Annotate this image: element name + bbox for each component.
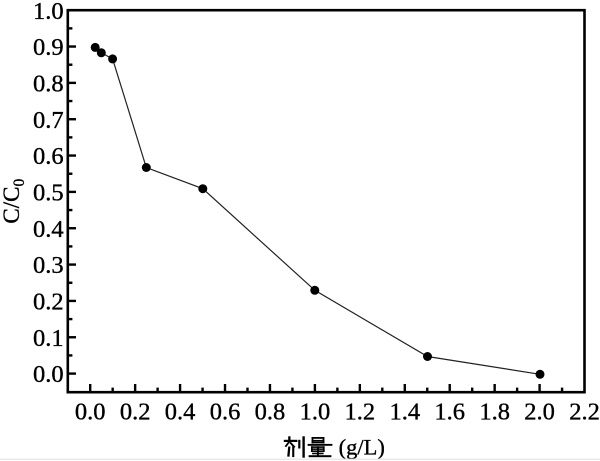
svg-text:0.2: 0.2 bbox=[33, 289, 64, 316]
svg-text:2.0: 2.0 bbox=[524, 399, 555, 426]
svg-text:2.2: 2.2 bbox=[569, 399, 600, 426]
svg-text:0.3: 0.3 bbox=[33, 252, 64, 279]
svg-text:0.4: 0.4 bbox=[165, 399, 196, 426]
svg-text:1.4: 1.4 bbox=[389, 399, 420, 426]
svg-text:0.9: 0.9 bbox=[33, 34, 64, 61]
svg-text:0.6: 0.6 bbox=[210, 399, 241, 426]
svg-text:0.6: 0.6 bbox=[33, 143, 64, 170]
svg-text:0.5: 0.5 bbox=[33, 180, 64, 207]
svg-text:1.0: 1.0 bbox=[300, 399, 331, 426]
svg-text:0.8: 0.8 bbox=[33, 70, 64, 97]
svg-text:0.4: 0.4 bbox=[33, 216, 64, 243]
svg-text:0.1: 0.1 bbox=[33, 325, 64, 352]
svg-text:0.7: 0.7 bbox=[33, 107, 64, 134]
svg-text:(g/L): (g/L) bbox=[339, 434, 385, 459]
svg-text:1.2: 1.2 bbox=[345, 399, 376, 426]
svg-text:C/C0: C/C0 bbox=[0, 179, 28, 224]
svg-text:1.0: 1.0 bbox=[33, 0, 64, 25]
svg-text:1.6: 1.6 bbox=[434, 399, 465, 426]
svg-text:0.8: 0.8 bbox=[255, 399, 286, 426]
svg-text:0.0: 0.0 bbox=[75, 399, 106, 426]
svg-text:0.2: 0.2 bbox=[120, 399, 151, 426]
svg-text:1.8: 1.8 bbox=[479, 399, 510, 426]
svg-text:0.0: 0.0 bbox=[33, 361, 64, 388]
